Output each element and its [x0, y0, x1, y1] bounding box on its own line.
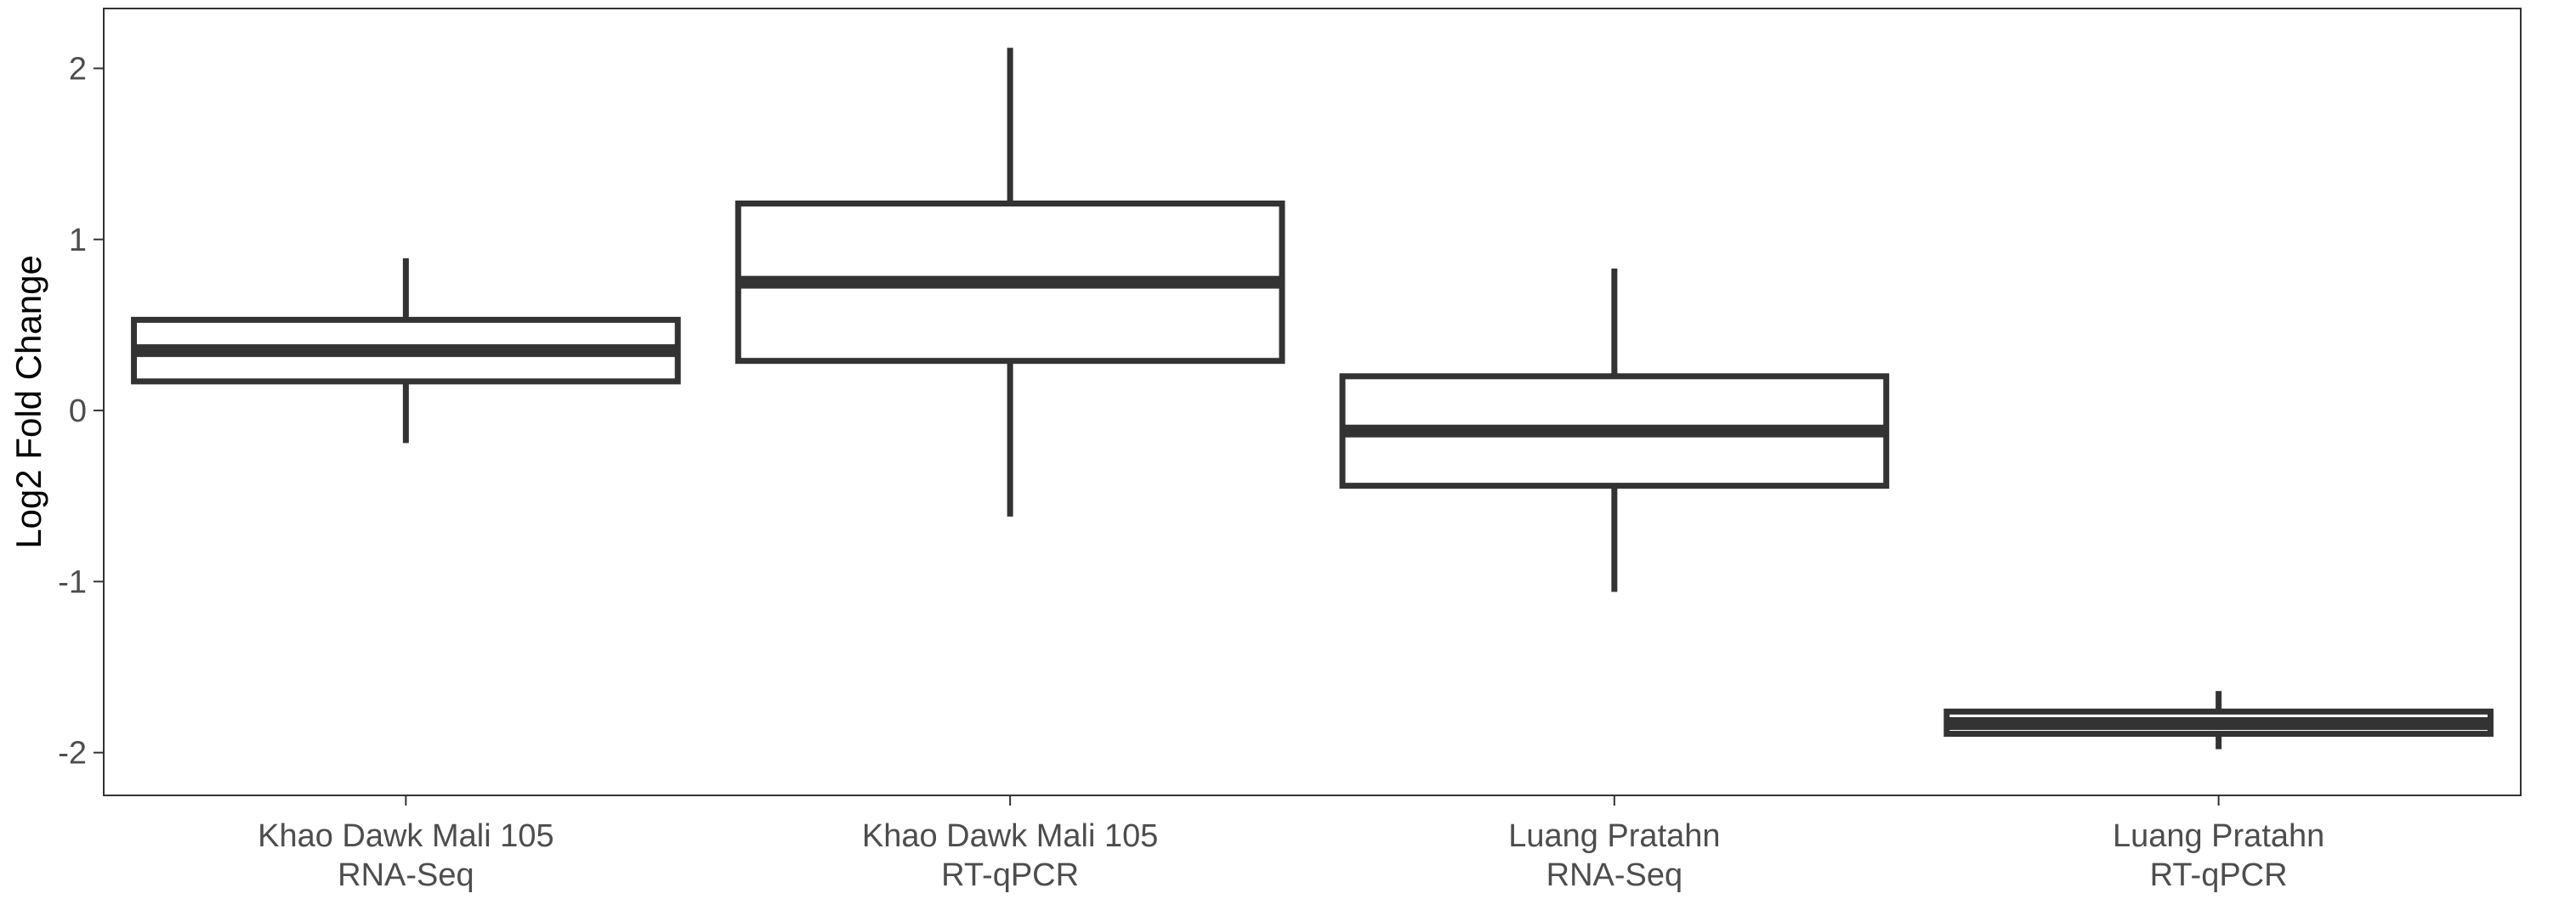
x-tick-label-line1: Luang Pratahn: [1508, 818, 1720, 854]
x-tick-label-line2: RT-qPCR: [941, 857, 1079, 893]
x-tick-label-line2: RNA-Seq: [1546, 857, 1683, 893]
box-1: [131, 257, 681, 444]
x-tick-label: Khao Dawk Mali 105 RT-qPCR: [862, 818, 1159, 893]
box-4: [1943, 691, 2494, 749]
y-tick-label: 2: [69, 51, 87, 87]
y-axis: -2 -1 0 1 2: [58, 51, 104, 772]
boxes: [131, 48, 2494, 749]
plot-panel: [103, 8, 2522, 796]
x-tick-label-line1: Khao Dawk Mali 105: [258, 818, 554, 854]
y-tick-label: -1: [58, 564, 87, 600]
box-3: [1339, 268, 1890, 592]
y-tick-label: 1: [69, 223, 87, 258]
x-tick-label-line1: Luang Pratahn: [2113, 818, 2324, 854]
x-tick-label: Luang Pratahn RNA-Seq: [1508, 818, 1720, 893]
y-axis-title: Log2 Fold Change: [9, 255, 48, 549]
x-tick-label: Khao Dawk Mali 105 RNA-Seq: [258, 818, 554, 893]
x-tick-label-line1: Khao Dawk Mali 105: [862, 818, 1159, 854]
y-tick-label: 0: [69, 393, 87, 429]
x-tick-label-line2: RT-qPCR: [2150, 857, 2288, 893]
x-tick-label: Luang Pratahn RT-qPCR: [2113, 818, 2324, 893]
box-2: [735, 48, 1285, 517]
x-tick-label-line2: RNA-Seq: [338, 857, 474, 893]
y-tick-label: -2: [58, 736, 87, 772]
